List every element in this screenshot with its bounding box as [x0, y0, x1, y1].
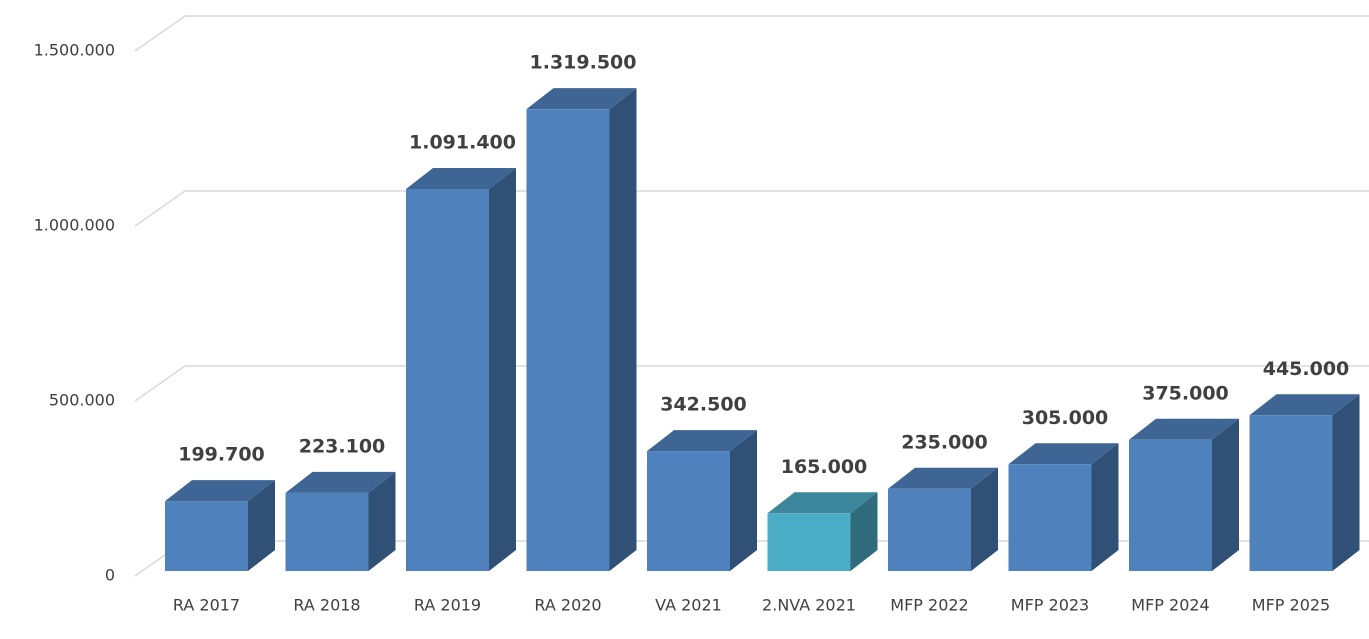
value-label: 445.000	[1263, 358, 1350, 380]
bar-top	[526, 88, 637, 110]
bar-side	[1091, 443, 1119, 571]
value-label: 199.700	[178, 444, 265, 466]
bar	[767, 513, 851, 571]
grid-line	[134, 15, 1369, 52]
x-tick-label: MFP 2024	[1131, 596, 1209, 615]
value-label: 342.500	[660, 394, 747, 416]
bar	[1129, 439, 1212, 571]
value-label: 1.091.400	[409, 132, 516, 154]
grid-line	[134, 365, 1369, 402]
x-tick-label: RA 2017	[173, 596, 240, 615]
bar-side	[489, 168, 516, 571]
bar-side	[1212, 418, 1239, 571]
value-label: 305.000	[1022, 407, 1109, 429]
bar	[1008, 464, 1092, 571]
bar-top	[767, 492, 878, 514]
bar-top	[285, 471, 396, 493]
bar	[1249, 415, 1333, 571]
x-tick-label: RA 2018	[293, 596, 360, 615]
x-tick-label: RA 2019	[414, 596, 481, 615]
bar-side	[730, 430, 757, 571]
bar-top	[406, 168, 516, 190]
bar	[165, 501, 248, 571]
bar-side	[850, 492, 878, 571]
bar-top	[1008, 443, 1119, 465]
bar-side	[248, 480, 275, 571]
value-label: 223.100	[299, 435, 386, 457]
x-tick-label: RA 2020	[534, 596, 601, 615]
y-tick-label: 1.000.000	[34, 216, 115, 235]
bar-top	[888, 467, 998, 489]
bar-top	[1249, 394, 1360, 416]
y-tick-label: 500.000	[49, 391, 115, 410]
bar	[888, 488, 971, 571]
x-tick-label: MFP 2023	[1011, 596, 1089, 615]
bar-side	[1332, 394, 1360, 571]
bar-top	[1129, 418, 1239, 440]
x-tick-label: MFP 2022	[890, 596, 968, 615]
bar-top	[165, 480, 275, 502]
bar	[406, 189, 489, 571]
x-tick-label: 2.NVA 2021	[762, 596, 856, 615]
bar	[285, 492, 369, 571]
value-label: 375.000	[1142, 382, 1229, 404]
value-label: 1.319.500	[530, 52, 637, 74]
bar	[647, 451, 730, 571]
bar-top	[647, 430, 757, 452]
grid-line	[134, 190, 1369, 227]
value-label: 235.000	[901, 431, 988, 453]
bar-side	[368, 471, 396, 571]
bar	[526, 109, 610, 572]
value-label: 165.000	[781, 456, 868, 478]
bar-side	[971, 467, 998, 571]
bar-side	[609, 88, 637, 572]
y-tick-label: 0	[105, 566, 115, 585]
y-tick-label: 1.500.000	[34, 41, 115, 60]
x-tick-label: MFP 2025	[1252, 596, 1330, 615]
x-tick-label: VA 2021	[655, 596, 722, 615]
